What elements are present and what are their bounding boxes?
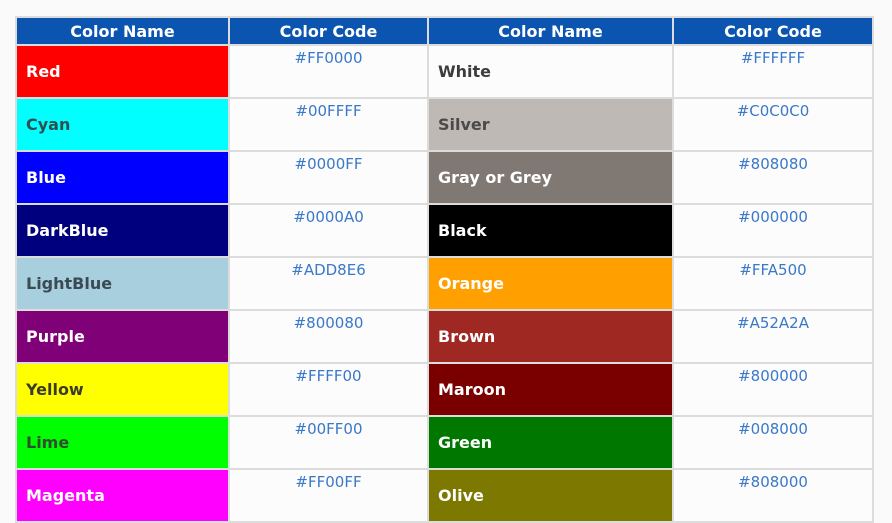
color-code-cell: #ADD8E6 (228, 256, 429, 311)
color-name-cell: Maroon (427, 362, 674, 417)
color-code-cell: #FF00FF (228, 468, 429, 523)
color-code-cell: #00FF00 (228, 415, 429, 470)
color-name-cell: Silver (427, 97, 674, 152)
color-name-cell: White (427, 44, 674, 99)
header-color-code: Color Code (228, 16, 429, 46)
color-code-cell: #808080 (672, 150, 874, 205)
color-name-cell: Cyan (15, 97, 230, 152)
color-name-cell: Black (427, 203, 674, 258)
table-row: Yellow #FFFF00 Maroon #800000 (15, 362, 874, 417)
color-code-cell: #0000A0 (228, 203, 429, 258)
color-name-cell: Olive (427, 468, 674, 523)
color-code-cell: #000000 (672, 203, 874, 258)
color-name-cell: Magenta (15, 468, 230, 523)
color-name-cell: Orange (427, 256, 674, 311)
color-name-cell: Yellow (15, 362, 230, 417)
color-code-cell: #C0C0C0 (672, 97, 874, 152)
color-code-cell: #FFA500 (672, 256, 874, 311)
table-row: DarkBlue #0000A0 Black #000000 (15, 203, 874, 258)
color-name-cell: Purple (15, 309, 230, 364)
color-code-cell: #A52A2A (672, 309, 874, 364)
header-color-code: Color Code (672, 16, 874, 46)
color-code-cell: #0000FF (228, 150, 429, 205)
color-code-cell: #008000 (672, 415, 874, 470)
header-color-name: Color Name (427, 16, 674, 46)
color-code-cell: #800000 (672, 362, 874, 417)
color-code-cell: #800080 (228, 309, 429, 364)
color-name-cell: Blue (15, 150, 230, 205)
table-row: LightBlue #ADD8E6 Orange #FFA500 (15, 256, 874, 311)
color-table: Color Name Color Code Color Name Color C… (15, 16, 874, 523)
color-name-cell: Red (15, 44, 230, 99)
color-name-cell: Brown (427, 309, 674, 364)
header-row: Color Name Color Code Color Name Color C… (15, 16, 874, 46)
table-row: Magenta #FF00FF Olive #808000 (15, 468, 874, 523)
table-row: Purple #800080 Brown #A52A2A (15, 309, 874, 364)
color-name-cell: DarkBlue (15, 203, 230, 258)
header-color-name: Color Name (15, 16, 230, 46)
color-code-cell: #FFFFFF (672, 44, 874, 99)
table-row: Blue #0000FF Gray or Grey #808080 (15, 150, 874, 205)
color-name-cell: Lime (15, 415, 230, 470)
color-name-cell: Gray or Grey (427, 150, 674, 205)
color-name-cell: Green (427, 415, 674, 470)
color-code-cell: #FF0000 (228, 44, 429, 99)
color-code-cell: #808000 (672, 468, 874, 523)
table-row: Cyan #00FFFF Silver #C0C0C0 (15, 97, 874, 152)
color-code-cell: #00FFFF (228, 97, 429, 152)
color-code-cell: #FFFF00 (228, 362, 429, 417)
table-row: Red #FF0000 White #FFFFFF (15, 44, 874, 99)
color-name-cell: LightBlue (15, 256, 230, 311)
table-row: Lime #00FF00 Green #008000 (15, 415, 874, 470)
